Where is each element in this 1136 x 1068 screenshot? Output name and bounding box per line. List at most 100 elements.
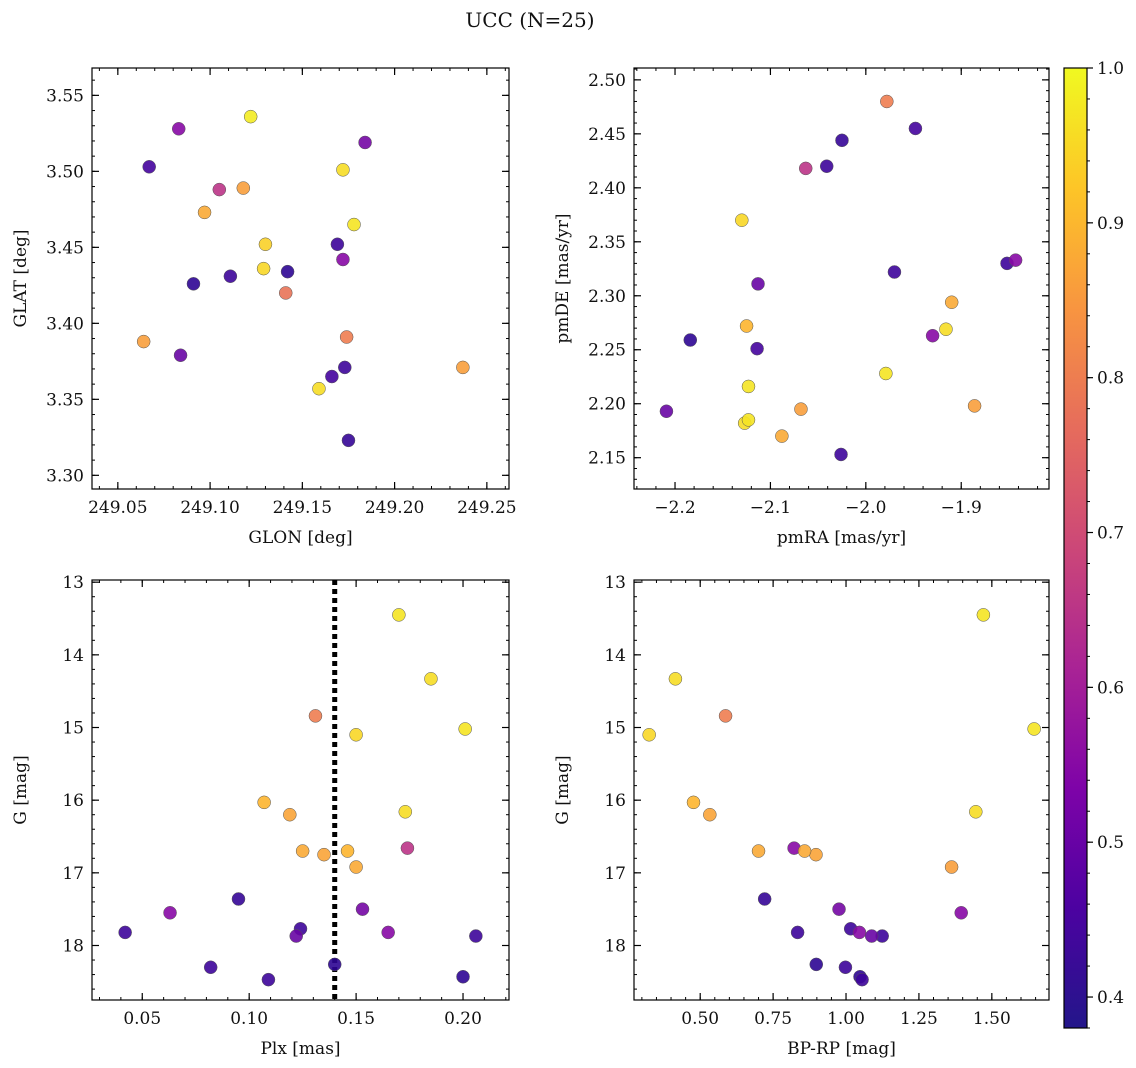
data-point — [339, 330, 354, 344]
data-point — [312, 381, 326, 396]
y-tick-label: 13 — [604, 573, 626, 593]
y-tick-label: 3.35 — [46, 390, 84, 410]
y-tick-label: 18 — [62, 937, 84, 957]
figure-title: UCC (N=25) — [465, 8, 594, 32]
y-tick-label: 14 — [604, 646, 626, 666]
x-tick-label: 1.25 — [900, 1009, 938, 1029]
data-point — [739, 319, 754, 333]
data-point — [954, 906, 968, 920]
data-point — [757, 892, 772, 906]
data-point — [887, 265, 902, 279]
axes-frame — [633, 67, 1050, 490]
parallax-cmd-panel: 0.05 0.10 0.15 0.20 13 14 15 16 17 18 Plx [mas] G [… — [11, 573, 510, 1059]
data-point — [136, 334, 151, 349]
x-axis-label: BP-RP [mag] — [787, 1039, 896, 1059]
data-point — [668, 672, 683, 686]
data-point — [341, 433, 356, 448]
data-point — [236, 181, 251, 195]
x-tick-label: 0.75 — [754, 1009, 792, 1029]
proper-motion-panel: −2.2 −2.1 −2.0 −1.9 2.15 2.20 2.25 2.30 2.35 2.40… — [553, 67, 1050, 548]
colorbar-tick-label: 0.4 — [1097, 988, 1124, 1008]
y-tick-label: 2.35 — [588, 233, 626, 253]
colorbar-tick-label: 0.7 — [1097, 524, 1124, 544]
data-point — [797, 844, 812, 858]
data-point — [879, 366, 893, 381]
colorbar-tick-label: 0.6 — [1097, 678, 1124, 698]
data-point — [349, 728, 363, 742]
colorbar-tick-label: 0.5 — [1097, 833, 1124, 853]
data-point — [340, 844, 355, 858]
data-point — [969, 805, 983, 819]
axes-frame — [633, 579, 1050, 1001]
data-point — [832, 902, 846, 916]
data-point — [325, 369, 339, 384]
sky-position-panel: 249.05 249.10 249.15 249.20 249.25 3.30 3.35 3.… — [11, 67, 517, 548]
data-point — [347, 217, 361, 232]
data-point — [750, 341, 764, 356]
y-tick-label: 2.25 — [588, 341, 626, 361]
data-point — [289, 929, 303, 943]
data-point — [261, 972, 276, 987]
y-tick-label: 16 — [604, 791, 626, 811]
data-point — [798, 161, 813, 176]
x-tick-label: 1.50 — [973, 1009, 1011, 1029]
data-point — [1008, 253, 1023, 267]
data-point — [939, 322, 953, 336]
data-point — [458, 722, 472, 736]
x-tick-label: 0.05 — [123, 1009, 161, 1029]
y-tick-label: 2.15 — [588, 449, 626, 469]
data-point — [257, 795, 271, 810]
y-tick-label: 13 — [62, 573, 84, 593]
y-tick-label: 17 — [62, 864, 84, 884]
x-tick-label: 249.25 — [457, 498, 516, 518]
x-axis-label: GLON [deg] — [248, 528, 352, 548]
data-point — [976, 608, 991, 622]
data-point — [258, 237, 273, 252]
colorbar-gradient — [1063, 67, 1088, 1029]
colorbar: 0.4 0.5 0.6 0.7 0.8 0.9 1.0 — [1063, 59, 1124, 1029]
data-point — [278, 286, 293, 300]
data-point — [880, 94, 894, 109]
x-tick-label: −2.1 — [750, 498, 791, 518]
data-point — [834, 447, 848, 462]
y-axis-label: G [mag] — [11, 755, 31, 824]
x-tick-label: 249.05 — [88, 498, 147, 518]
x-tick-label: 249.15 — [273, 498, 332, 518]
y-tick-label: 16 — [62, 791, 84, 811]
y-tick-label: 15 — [62, 719, 84, 739]
x-tick-label: 0.20 — [444, 1009, 482, 1029]
data-point — [659, 404, 674, 419]
x-tick-label: 249.20 — [365, 498, 424, 518]
data-point — [142, 160, 156, 174]
data-point — [358, 135, 372, 150]
data-point — [349, 860, 363, 874]
data-point — [944, 860, 959, 874]
colorbar-tick-label: 0.9 — [1097, 214, 1124, 234]
data-point — [197, 205, 212, 220]
data-point — [330, 237, 345, 252]
data-point — [173, 348, 188, 363]
y-tick-label: 3.40 — [46, 314, 84, 334]
data-point — [280, 264, 295, 279]
data-point — [338, 360, 352, 375]
data-point — [686, 795, 701, 810]
data-point — [308, 709, 323, 723]
colorbar-tick-label: 1.0 — [1097, 59, 1124, 79]
color-magnitude-panel: 0.50 0.75 1.00 1.25 1.50 13 14 15 16 17 18 BP-RP [m… — [553, 573, 1050, 1059]
data-point — [336, 163, 350, 177]
y-axis-label: pmDE [mas/yr] — [553, 213, 573, 343]
data-point — [718, 709, 733, 723]
data-point — [838, 960, 853, 975]
data-point — [283, 807, 297, 822]
data-point — [223, 269, 238, 283]
data-point — [819, 159, 834, 173]
data-point — [794, 402, 808, 416]
x-tick-label: −2.0 — [845, 498, 886, 518]
data-point — [925, 328, 940, 343]
data-point — [751, 277, 765, 291]
y-tick-label: 17 — [604, 864, 626, 884]
colorbar-tick-label: 0.8 — [1097, 369, 1124, 389]
y-tick-label: 3.45 — [46, 238, 84, 258]
x-tick-label: 0.10 — [230, 1009, 268, 1029]
x-tick-label: 249.10 — [180, 498, 239, 518]
